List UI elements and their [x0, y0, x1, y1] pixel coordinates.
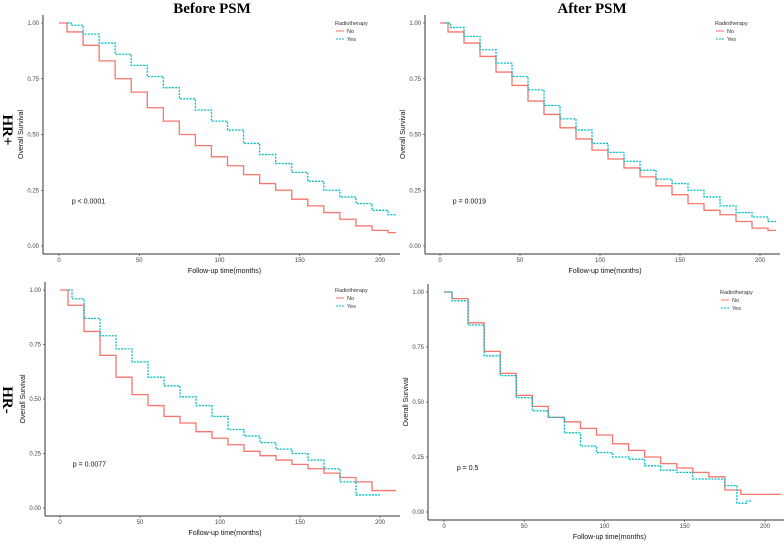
- y-tick-label: 1.00: [29, 288, 41, 294]
- y-tick-label: 0.50: [27, 133, 39, 139]
- x-axis-label: Follow-up time(months): [188, 530, 261, 537]
- panel-title: After PSM: [557, 1, 626, 17]
- panel-1: 0 50 100 150 200 0.00 0.25 0.50 0.75 1.00 Follow-u…: [0, 1, 400, 275]
- p-value-annotation: p < 0.0001: [72, 199, 105, 206]
- legend-label-yes: Yes: [732, 306, 741, 312]
- x-tick-label: 200: [755, 258, 766, 264]
- x-tick-label: 50: [521, 524, 528, 530]
- y-tick-label: 0.50: [409, 133, 421, 139]
- survival-curve-no: [60, 289, 396, 492]
- y-tick-label: 0.25: [29, 452, 41, 458]
- y-tick-label: 0.75: [29, 343, 41, 349]
- x-axis-label: Follow-up time(months): [568, 268, 641, 275]
- y-tick-label: 1.00: [409, 21, 421, 27]
- y-tick-label: 0.00: [27, 244, 39, 250]
- panel-4: 0 50 100 150 200 0.00 0.25 0.50 0.75 1.00 Follow-u…: [403, 284, 784, 541]
- x-tick-label: 0: [57, 258, 61, 264]
- legend-label-yes: Yes: [727, 37, 736, 43]
- y-tick-label: 0.00: [29, 506, 41, 512]
- panel-3: 0 50 100 150 200 0.00 0.25 0.50 0.75 1.00 Follow-u…: [0, 282, 400, 537]
- y-axis-label: Overall Survival: [20, 374, 27, 423]
- y-tick-label: 0.75: [412, 345, 424, 351]
- x-tick-label: 0: [58, 520, 62, 526]
- x-tick-label: 50: [517, 258, 524, 264]
- y-tick-label: 0.00: [412, 510, 424, 516]
- legend-label-no: No: [727, 29, 734, 35]
- p-value-annotation: p = 0.0019: [453, 199, 486, 206]
- x-axis-label: Follow-up time(months): [573, 534, 646, 541]
- y-tick-label: 1.00: [27, 21, 39, 27]
- x-tick-label: 200: [760, 524, 771, 530]
- legend-title: Radiotherapy: [335, 21, 368, 27]
- row-label: HR-: [0, 386, 15, 414]
- survival-curve-yes: [444, 22, 776, 223]
- legend-label-yes: Yes: [347, 37, 356, 43]
- legend-label-no: No: [347, 296, 354, 302]
- survival-curve-yes: [68, 289, 380, 496]
- x-tick-label: 150: [295, 520, 306, 526]
- y-tick-label: 0.25: [412, 455, 424, 461]
- survival-curve-yes: [67, 22, 397, 216]
- legend-label-no: No: [347, 29, 354, 35]
- x-tick-label: 200: [375, 258, 386, 264]
- y-tick-label: 0.25: [409, 188, 421, 194]
- survival-curve-yes: [444, 291, 753, 504]
- y-tick-label: 0.75: [409, 77, 421, 83]
- x-tick-label: 50: [137, 520, 144, 526]
- panel-2: 0 50 100 150 200 0.00 0.25 0.50 0.75 1.00 Follow-u…: [400, 1, 780, 275]
- x-tick-label: 150: [675, 258, 686, 264]
- x-tick-label: 100: [215, 520, 226, 526]
- legend-title: Radiotherapy: [715, 21, 748, 27]
- y-tick-label: 1.00: [412, 290, 424, 296]
- y-axis-label: Overall Survival: [18, 110, 25, 159]
- y-tick-label: 0.50: [412, 400, 424, 406]
- y-tick-label: 0.75: [27, 77, 39, 83]
- survival-curve-no: [59, 22, 397, 234]
- x-tick-label: 150: [680, 524, 691, 530]
- x-tick-label: 100: [214, 258, 225, 264]
- x-axis-label: Follow-up time(months): [188, 268, 261, 275]
- x-tick-label: 100: [599, 524, 610, 530]
- row-label: HR+: [0, 114, 15, 145]
- survival-curve-no: [444, 291, 782, 496]
- x-tick-label: 50: [136, 258, 143, 264]
- y-axis-label: Overall Survival: [403, 377, 410, 426]
- y-tick-label: 0.50: [29, 397, 41, 403]
- x-tick-label: 150: [295, 258, 306, 264]
- legend-label-no: No: [732, 298, 739, 304]
- legend-title: Radiotherapy: [720, 290, 753, 296]
- p-value-annotation: p = 0.0077: [73, 462, 106, 469]
- y-axis-label: Overall Survival: [400, 110, 407, 159]
- x-tick-label: 0: [438, 258, 442, 264]
- survival-curve-no: [440, 22, 776, 232]
- y-tick-label: 0.25: [27, 188, 39, 194]
- legend-label-yes: Yes: [347, 304, 356, 310]
- x-tick-label: 200: [375, 520, 386, 526]
- x-tick-label: 100: [595, 258, 606, 264]
- panel-title: Before PSM: [173, 1, 251, 17]
- x-tick-label: 0: [442, 524, 446, 530]
- legend-title: Radiotherapy: [335, 288, 368, 294]
- p-value-annotation: p = 0.5: [457, 465, 479, 472]
- y-tick-label: 0.00: [409, 244, 421, 250]
